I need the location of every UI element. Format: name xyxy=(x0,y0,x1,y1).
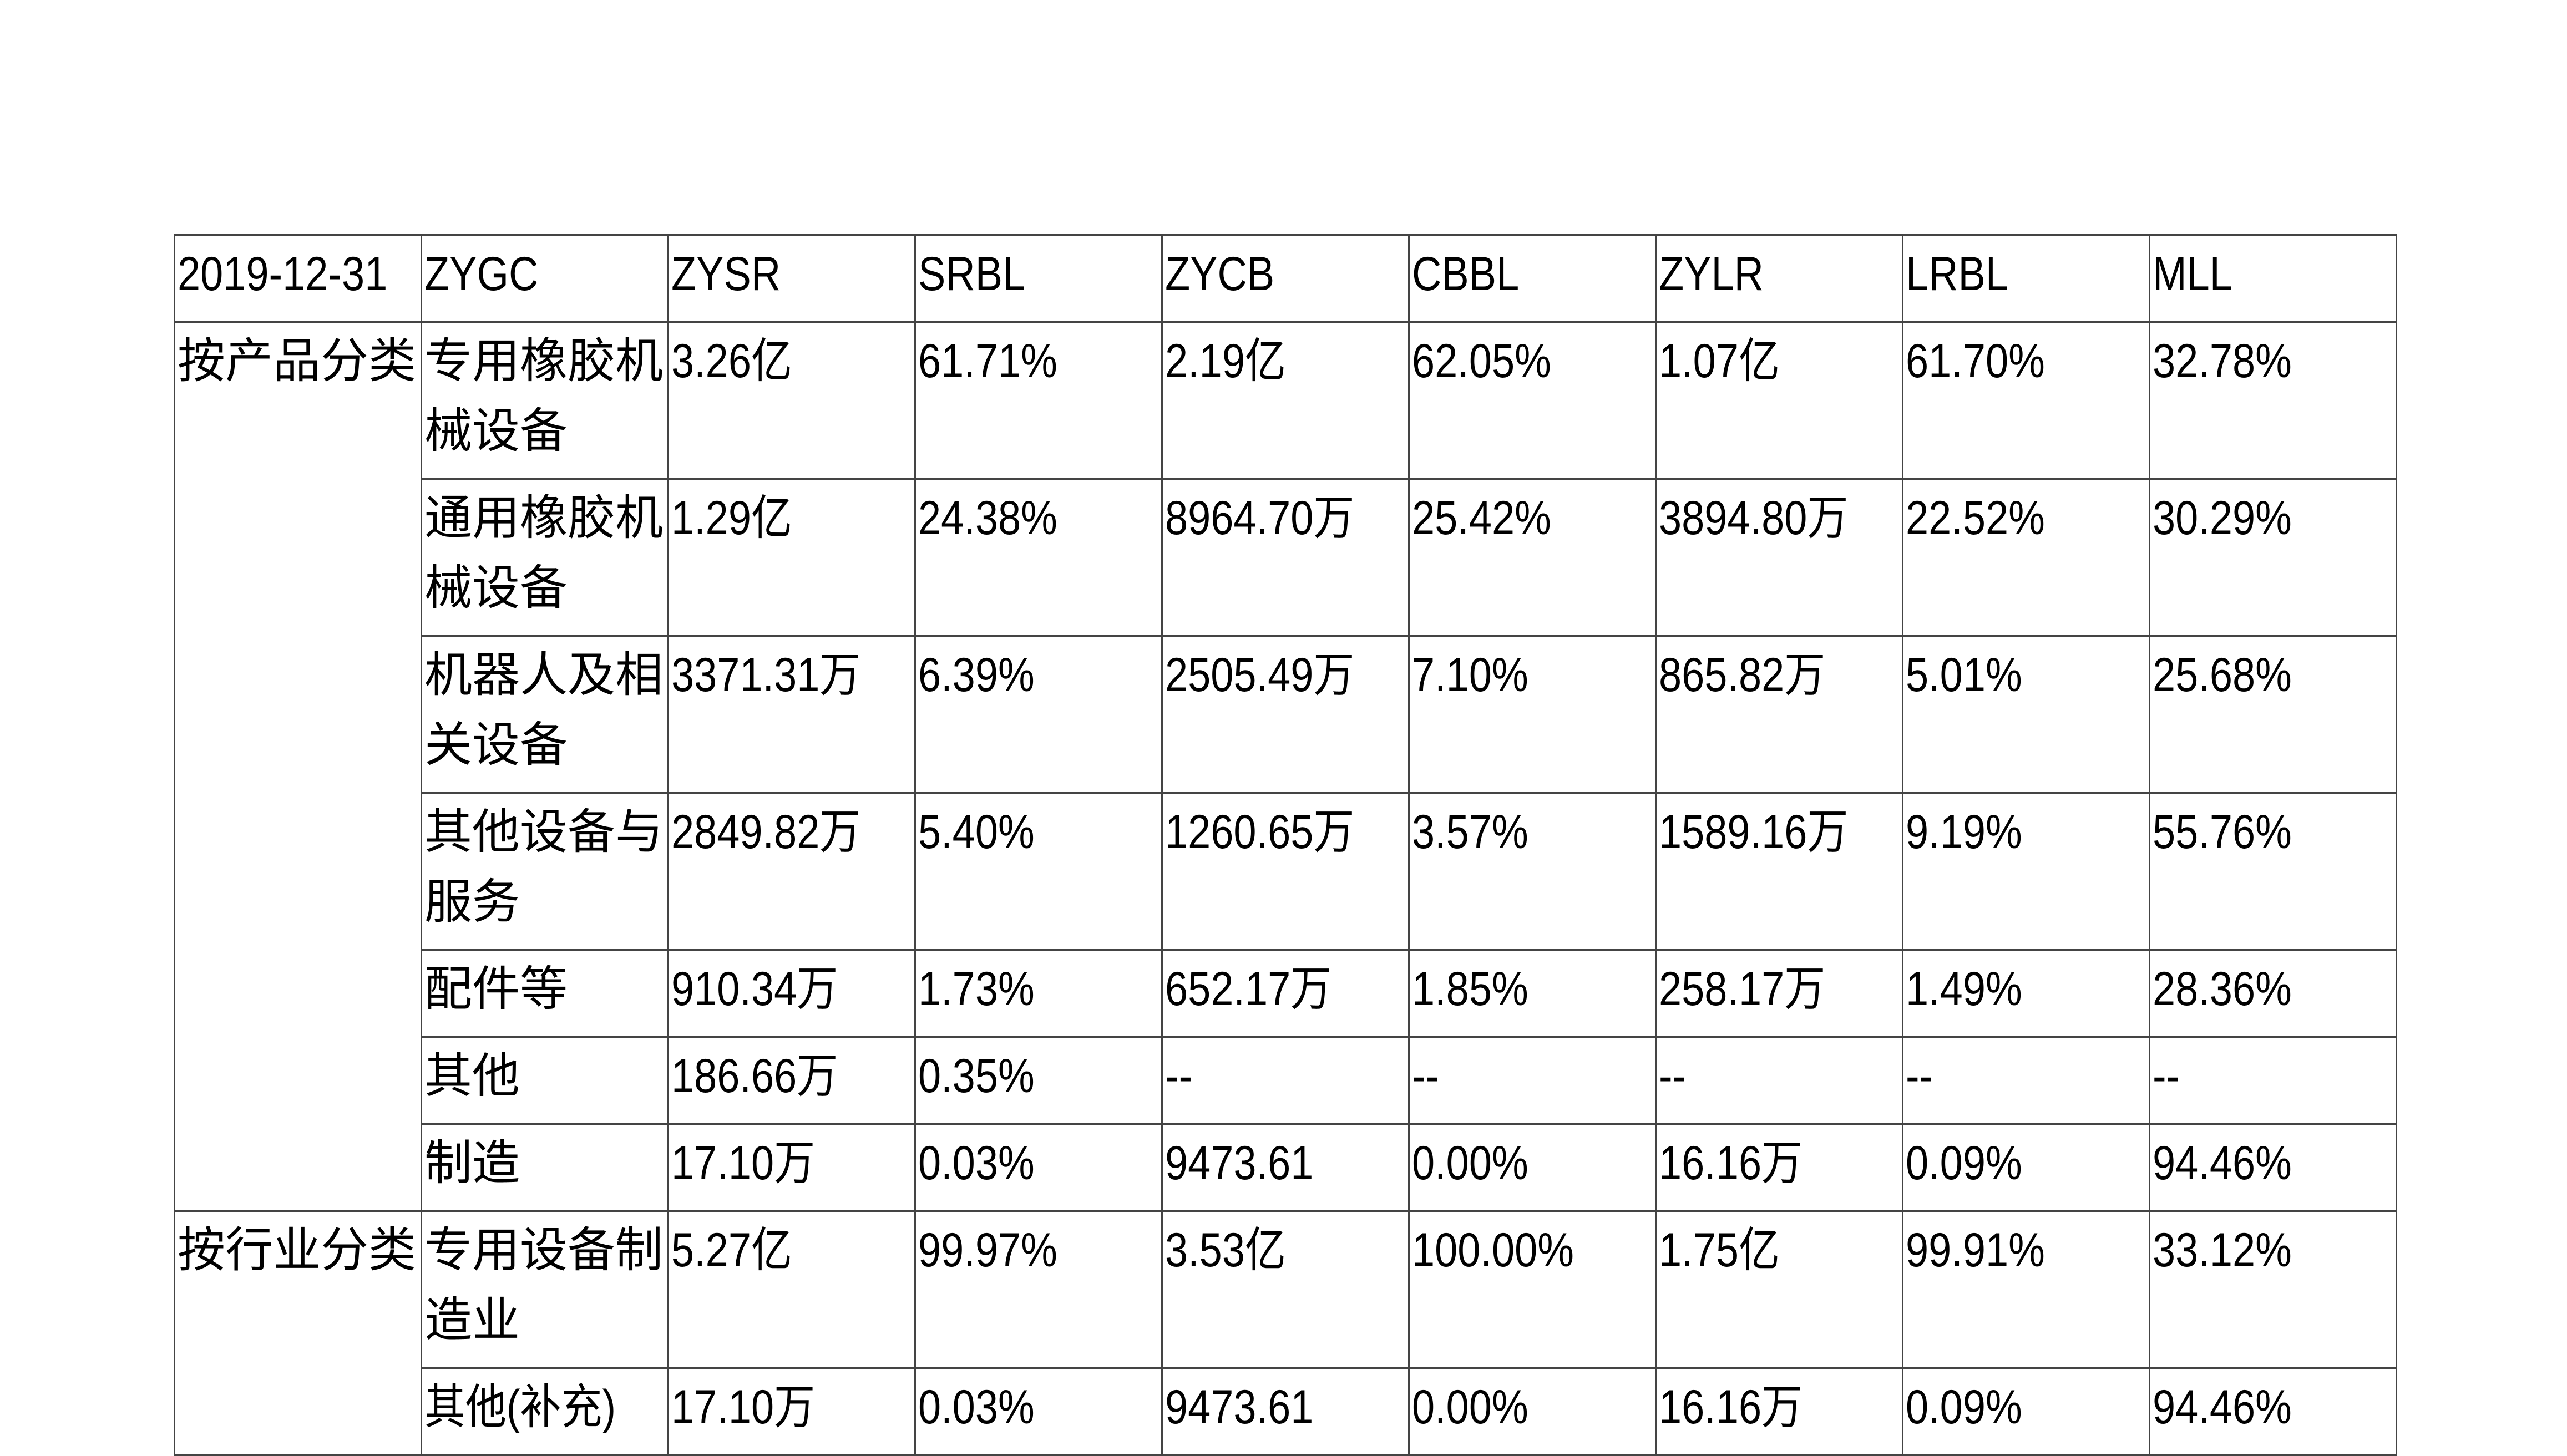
value-cell: 16.16万 xyxy=(1655,1367,1903,1456)
header-cell: ZYLR xyxy=(1655,234,1903,323)
value-cell: 9473.61 xyxy=(1161,1123,1410,1212)
value-cell: 25.42% xyxy=(1408,478,1657,637)
value-cell: 1.73% xyxy=(914,949,1163,1038)
category-cell: 通用橡胶机械设备 xyxy=(421,478,669,637)
value-cell: 100.00% xyxy=(1408,1210,1657,1369)
value-cell: 6.39% xyxy=(914,635,1163,794)
group-label-cell: 按行业分类 xyxy=(174,1210,422,1456)
value-cell: 9.19% xyxy=(1902,792,2150,951)
value-cell: 5.01% xyxy=(1902,635,2150,794)
value-cell: 1589.16万 xyxy=(1655,792,1903,951)
table-row: 机器人及相关设备 3371.31万 6.39% 2505.49万 7.10% 8… xyxy=(175,635,2397,794)
value-cell: 0.35% xyxy=(914,1036,1163,1125)
value-cell: -- xyxy=(2149,1036,2397,1125)
value-cell: 61.71% xyxy=(914,321,1163,480)
value-cell: 8964.70万 xyxy=(1161,478,1410,637)
category-cell: 配件等 xyxy=(421,949,669,1038)
value-cell: 62.05% xyxy=(1408,321,1657,480)
category-cell: 制造 xyxy=(421,1123,669,1212)
header-cell: CBBL xyxy=(1408,234,1657,323)
financial-breakdown-table: 2019-12-31 ZYGC ZYSR SRBL ZYCB CBBL ZYLR… xyxy=(174,234,2397,1456)
table-row: 按产品分类 专用橡胶机械设备 3.26亿 61.71% 2.19亿 62.05%… xyxy=(174,321,2397,1212)
value-cell: 61.70% xyxy=(1902,321,2150,480)
value-cell: 17.10万 xyxy=(667,1367,916,1456)
value-cell: 1.49% xyxy=(1902,949,2150,1038)
value-cell: 1.75亿 xyxy=(1655,1210,1903,1369)
table-row: 其他 186.66万 0.35% -- -- -- -- -- xyxy=(175,1036,2397,1125)
category-cell: 其他(补充) xyxy=(421,1367,669,1456)
header-cell: 2019-12-31 xyxy=(174,234,422,323)
value-cell: 24.38% xyxy=(914,478,1163,637)
header-cell: MLL xyxy=(2149,234,2397,323)
value-cell: 865.82万 xyxy=(1655,635,1903,794)
category-cell: 其他 xyxy=(421,1036,669,1125)
value-cell: 2849.82万 xyxy=(667,792,916,951)
value-cell: 1.85% xyxy=(1408,949,1657,1038)
value-cell: 0.09% xyxy=(1902,1367,2150,1456)
category-cell: 专用设备制造业 xyxy=(421,1210,669,1369)
value-cell: 0.00% xyxy=(1408,1123,1657,1212)
table-row: 通用橡胶机械设备 1.29亿 24.38% 8964.70万 25.42% 38… xyxy=(175,478,2397,637)
value-cell: 652.17万 xyxy=(1161,949,1410,1038)
value-cell: 258.17万 xyxy=(1655,949,1903,1038)
value-cell: 3894.80万 xyxy=(1655,478,1903,637)
value-cell: 5.40% xyxy=(914,792,1163,951)
value-cell: 94.46% xyxy=(2149,1123,2397,1212)
category-cell: 机器人及相关设备 xyxy=(421,635,669,794)
table-row: 其他设备与服务 2849.82万 5.40% 1260.65万 3.57% 15… xyxy=(175,792,2397,951)
header-cell: SRBL xyxy=(914,234,1163,323)
value-cell: 3.26亿 xyxy=(667,321,916,480)
value-cell: 0.09% xyxy=(1902,1123,2150,1212)
category-cell: 专用橡胶机械设备 xyxy=(421,321,669,480)
value-cell: 7.10% xyxy=(1408,635,1657,794)
table-row: 其他(补充) 17.10万 0.03% 9473.61 0.00% 16.16万… xyxy=(175,1367,2397,1456)
group-label-cell: 按产品分类 xyxy=(174,321,422,1212)
value-cell: 55.76% xyxy=(2149,792,2397,951)
value-cell: 0.03% xyxy=(914,1367,1163,1456)
value-cell: 2.19亿 xyxy=(1161,321,1410,480)
value-cell: 94.46% xyxy=(2149,1367,2397,1456)
value-cell: -- xyxy=(1902,1036,2150,1125)
table-row: 按行业分类 专用设备制造业 5.27亿 99.97% 3.53亿 100.00%… xyxy=(174,1210,2397,1456)
category-cell: 其他设备与服务 xyxy=(421,792,669,951)
value-cell: 25.68% xyxy=(2149,635,2397,794)
value-cell: 1260.65万 xyxy=(1161,792,1410,951)
value-cell: -- xyxy=(1655,1036,1903,1125)
value-cell: 0.03% xyxy=(914,1123,1163,1212)
table-header-row: 2019-12-31 ZYGC ZYSR SRBL ZYCB CBBL ZYLR… xyxy=(174,234,2397,323)
table-row: 配件等 910.34万 1.73% 652.17万 1.85% 258.17万 … xyxy=(175,949,2397,1038)
header-cell: ZYGC xyxy=(421,234,669,323)
value-cell: 2505.49万 xyxy=(1161,635,1410,794)
value-cell: 3.53亿 xyxy=(1161,1210,1410,1369)
table-row: 制造 17.10万 0.03% 9473.61 0.00% 16.16万 0.0… xyxy=(175,1123,2397,1212)
value-cell: 33.12% xyxy=(2149,1210,2397,1369)
value-cell: 28.36% xyxy=(2149,949,2397,1038)
header-cell: LRBL xyxy=(1902,234,2150,323)
header-cell: ZYCB xyxy=(1161,234,1410,323)
value-cell: 22.52% xyxy=(1902,478,2150,637)
value-cell: 910.34万 xyxy=(667,949,916,1038)
document-page: 2019-12-31 ZYGC ZYSR SRBL ZYCB CBBL ZYLR… xyxy=(174,234,2397,1456)
value-cell: 17.10万 xyxy=(667,1123,916,1212)
value-cell: 32.78% xyxy=(2149,321,2397,480)
value-cell: 186.66万 xyxy=(667,1036,916,1125)
header-cell: ZYSR xyxy=(667,234,916,323)
value-cell: 16.16万 xyxy=(1655,1123,1903,1212)
value-cell: 1.07亿 xyxy=(1655,321,1903,480)
value-cell: -- xyxy=(1408,1036,1657,1125)
value-cell: 3371.31万 xyxy=(667,635,916,794)
value-cell: 99.97% xyxy=(914,1210,1163,1369)
value-cell: 9473.61 xyxy=(1161,1367,1410,1456)
value-cell: 99.91% xyxy=(1902,1210,2150,1369)
value-cell: -- xyxy=(1161,1036,1410,1125)
value-cell: 1.29亿 xyxy=(667,478,916,637)
value-cell: 0.00% xyxy=(1408,1367,1657,1456)
value-cell: 3.57% xyxy=(1408,792,1657,951)
value-cell: 5.27亿 xyxy=(667,1210,916,1369)
value-cell: 30.29% xyxy=(2149,478,2397,637)
